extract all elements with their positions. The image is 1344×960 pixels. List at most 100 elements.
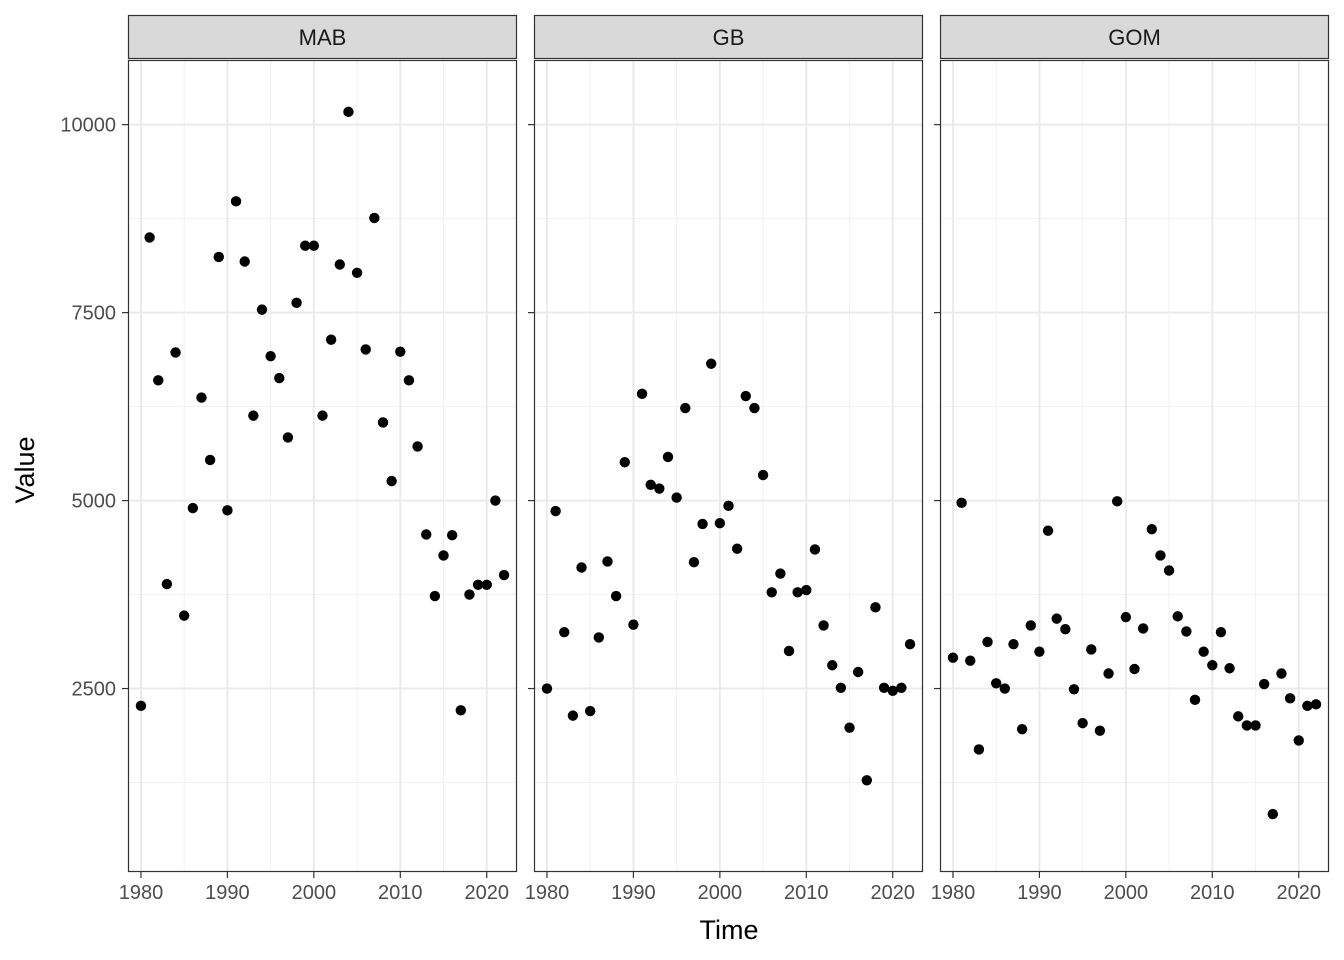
data-point [490, 495, 501, 506]
y-tick-label: 10000 [60, 115, 116, 137]
data-point [887, 685, 898, 697]
data-point [792, 587, 803, 598]
data-point [619, 457, 630, 468]
data-point [645, 479, 656, 490]
data-point [386, 475, 397, 487]
data-point [196, 392, 207, 403]
panel-background [128, 60, 517, 872]
facet-strip [533, 14, 924, 60]
data-point [1060, 623, 1071, 635]
data-point [1302, 700, 1313, 712]
panel-background [534, 60, 923, 872]
data-point [187, 502, 199, 514]
data-point [1233, 711, 1244, 722]
data-point [135, 700, 147, 712]
x-tick-label: 1980 [931, 882, 976, 904]
data-point [749, 402, 760, 414]
data-point [878, 682, 890, 693]
data-point [1155, 550, 1166, 561]
data-point [144, 232, 155, 243]
y-tick-label: 7500 [72, 303, 117, 325]
data-point [464, 589, 475, 600]
data-point [161, 578, 173, 590]
facet-panels: MAB 1980 1990 2000 2010 2020 2500 5000 7500 10000… [60, 14, 1330, 904]
x-tick-label: 1990 [1017, 882, 1062, 904]
facet-strip-label: GB [713, 25, 745, 50]
data-point [455, 705, 467, 716]
data-point [714, 517, 726, 529]
y-axis-title: Value [10, 436, 40, 503]
data-point [602, 556, 613, 567]
data-point [1042, 525, 1054, 536]
data-point [636, 388, 648, 400]
facet-strip-label: MAB [299, 25, 347, 50]
data-point [1267, 808, 1279, 820]
data-point [1025, 620, 1036, 631]
data-point [170, 347, 181, 358]
data-point [1008, 638, 1019, 650]
data-point [680, 402, 691, 414]
data-point [204, 454, 216, 466]
data-point [446, 529, 458, 541]
data-point [861, 775, 873, 786]
data-point [904, 638, 916, 650]
data-point [1189, 694, 1201, 706]
data-point [818, 620, 829, 631]
panel-border [533, 59, 924, 873]
data-point [956, 497, 967, 509]
data-point [628, 619, 639, 630]
data-point [1207, 660, 1218, 671]
x-tick-label: 2010 [1190, 882, 1235, 904]
facet-panel-gb: GB 1980 1990 2000 2010 2020 [525, 14, 924, 904]
data-point [1293, 735, 1304, 746]
data-point [213, 251, 224, 263]
data-point [584, 705, 596, 717]
panel-border [939, 59, 1330, 873]
data-point [291, 297, 302, 309]
x-tick-label: 2000 [698, 882, 743, 904]
data-point [1086, 644, 1097, 655]
data-point [308, 240, 320, 251]
data-point [593, 632, 605, 643]
data-point [1112, 496, 1123, 507]
x-tick-label: 2020 [870, 882, 915, 904]
data-point [230, 196, 242, 207]
facet-strip-label: GOM [1108, 25, 1161, 50]
data-point [351, 267, 363, 278]
data-point [1068, 684, 1080, 695]
data-point [809, 544, 821, 555]
data-point [421, 529, 432, 540]
data-point [1163, 565, 1175, 576]
data-point [325, 334, 337, 345]
data-point [429, 590, 441, 602]
data-point [1172, 611, 1183, 622]
x-tick-label: 2020 [1276, 882, 1321, 904]
data-point [697, 518, 708, 530]
data-point [973, 744, 985, 755]
x-tick-label: 2000 [292, 882, 337, 904]
data-point [334, 259, 345, 270]
x-tick-label: 1990 [205, 882, 250, 904]
data-point [1198, 646, 1209, 657]
data-point [481, 579, 492, 590]
data-point [662, 451, 674, 463]
data-point [239, 256, 250, 267]
data-point [343, 106, 354, 118]
data-point [731, 543, 743, 554]
data-point [1276, 668, 1287, 679]
data-point [1094, 725, 1106, 736]
data-point [178, 610, 190, 621]
data-point [1250, 720, 1261, 731]
data-point [1103, 668, 1114, 679]
x-tick-label: 2020 [464, 882, 509, 904]
data-point [1310, 699, 1322, 710]
data-point [965, 655, 976, 666]
data-point [360, 344, 371, 355]
x-tick-label: 2010 [784, 882, 829, 904]
data-point [498, 569, 510, 581]
data-point [472, 579, 484, 590]
data-point [222, 505, 233, 516]
data-point [1129, 663, 1140, 675]
data-point [775, 568, 786, 579]
